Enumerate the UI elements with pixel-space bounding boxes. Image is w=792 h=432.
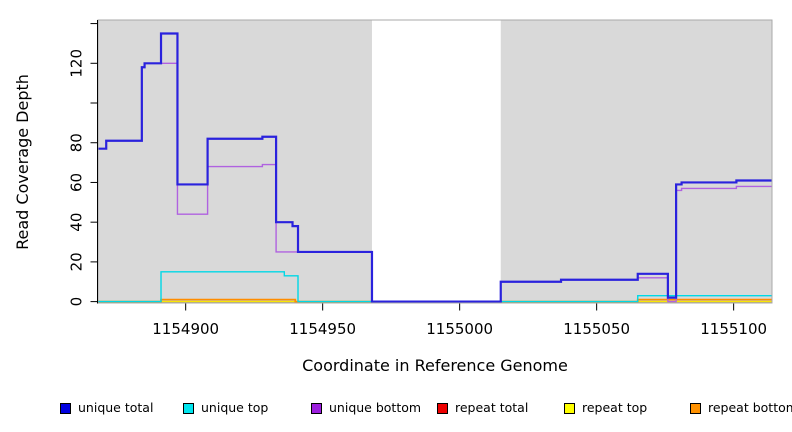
legend-label: unique total: [78, 400, 154, 415]
legend-label: unique top: [201, 400, 269, 415]
x-tick-label: 1154950: [289, 320, 356, 338]
y-tick-label: 0: [68, 297, 86, 307]
legend-item-repeat-bottom: repeat bottom: [690, 401, 792, 415]
x-tick-label: 1155100: [700, 320, 767, 338]
coverage-gap-band: [371, 20, 501, 303]
y-tick-label: 80: [68, 133, 86, 152]
plot-layer: 0 20 40 60 80 120 1154900 1154950 1155000 1155050…: [68, 19, 773, 338]
legend-item-unique-total: unique total: [60, 401, 153, 415]
legend: unique total unique top unique bottom re…: [0, 401, 792, 419]
legend-swatch-repeat-bottom: [690, 402, 701, 414]
legend-swatch-unique-total: [60, 402, 71, 414]
legend-item-unique-bottom: unique bottom: [311, 401, 421, 415]
legend-item-repeat-total: repeat total: [437, 401, 528, 415]
legend-item-repeat-top: repeat top: [564, 401, 647, 415]
series-line-unique-top: [98, 271, 772, 303]
x-tick-label: 1155050: [563, 320, 630, 338]
y-tick-label: 60: [68, 173, 86, 192]
y-tick-label: 120: [68, 49, 86, 78]
legend-swatch-repeat-total: [437, 402, 448, 414]
legend-swatch-unique-bottom: [311, 402, 322, 414]
x-tick-label: 1154900: [152, 320, 219, 338]
x-axis-title: Coordinate in Reference Genome: [302, 356, 568, 375]
legend-swatch-repeat-top: [564, 402, 575, 414]
legend-label: repeat top: [582, 400, 648, 415]
legend-label: unique bottom: [329, 400, 422, 415]
x-tick-label: 1155000: [426, 320, 493, 338]
y-tick-label: 20: [68, 252, 86, 271]
legend-label: repeat bottom: [708, 400, 792, 415]
legend-item-unique-top: unique top: [183, 401, 268, 415]
y-tick-label: 40: [68, 213, 86, 232]
legend-label: repeat total: [455, 400, 529, 415]
legend-swatch-unique-top: [183, 402, 194, 414]
y-axis-title: Read Coverage Depth: [13, 74, 32, 250]
series-line-unique-total: [98, 32, 772, 303]
